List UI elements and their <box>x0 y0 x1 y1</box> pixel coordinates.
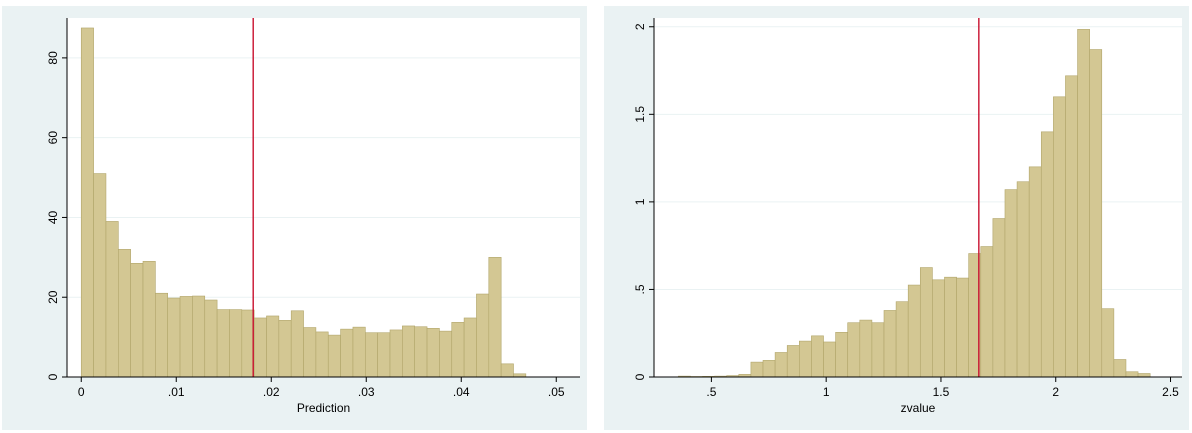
bar-10 <box>799 340 812 378</box>
bar-16 <box>278 320 292 378</box>
x-tick-label-3: .03 <box>358 385 375 399</box>
bar-15 <box>266 315 280 378</box>
bar-32 <box>476 293 490 378</box>
bar-21 <box>340 328 354 378</box>
bar-9 <box>786 345 800 378</box>
x-tick-label-2: .02 <box>263 385 280 399</box>
bar-14 <box>847 322 861 378</box>
bar-14 <box>253 317 267 378</box>
x-tick-label-0: .5 <box>706 385 716 399</box>
bar-13 <box>241 309 255 378</box>
bar-1 <box>93 173 107 378</box>
bar-30 <box>1040 131 1054 378</box>
bar-27 <box>414 326 428 378</box>
bar-23 <box>364 332 378 378</box>
histogram-prediction: 0 .01 .02 .03 .04 .05 0 20 40 60 80 Prediction <box>46 18 580 415</box>
bar-7 <box>762 360 776 378</box>
y-tick-label-2: 40 <box>46 210 60 224</box>
bar-36 <box>1113 359 1127 378</box>
bar-34 <box>500 363 514 378</box>
bar-26 <box>992 218 1006 378</box>
bar-15 <box>859 319 873 378</box>
x-tick-label-4: 2.5 <box>1162 385 1179 399</box>
histogram-zvalue-panel: .5 1 1.5 2 2.5 0 .5 1 1.5 2 zvalue <box>604 6 1189 430</box>
bar-18 <box>895 301 909 378</box>
bar-6 <box>155 292 169 378</box>
x-tick-label-3: 2 <box>1052 385 1059 399</box>
bar-25 <box>389 329 403 378</box>
bar-33 <box>488 257 502 378</box>
bar-12 <box>823 341 836 378</box>
bar-17 <box>290 310 304 378</box>
x-tick-label-2: 1.5 <box>933 385 950 399</box>
bar-3 <box>118 249 131 378</box>
y-tick-label-3: 1.5 <box>633 106 647 123</box>
bar-22 <box>944 276 957 378</box>
bar-29 <box>1028 166 1042 378</box>
y-tick-label-0: 0 <box>633 373 647 380</box>
bar-33 <box>1077 29 1090 378</box>
bar-16 <box>871 322 885 378</box>
bar-31 <box>1053 96 1066 378</box>
bar-5 <box>142 261 156 378</box>
x-axis-title: Prediction <box>297 401 350 415</box>
bar-27 <box>1004 189 1018 378</box>
x-tick-label-1: 1 <box>823 385 830 399</box>
x-tick-label-1: .01 <box>168 385 185 399</box>
bar-0 <box>80 27 94 378</box>
x-tick-label-5: .05 <box>548 385 565 399</box>
bar-19 <box>315 331 329 378</box>
bar-24 <box>377 332 391 378</box>
y-tick-label-1: 20 <box>46 290 60 304</box>
x-tick-label-0: 0 <box>78 385 85 399</box>
bar-20 <box>327 334 341 378</box>
bar-6 <box>750 361 764 378</box>
bar-17 <box>883 310 897 378</box>
bar-13 <box>835 332 849 378</box>
y-tick-label-0: 0 <box>46 373 60 380</box>
bar-23 <box>956 277 969 378</box>
histogram-prediction-panel: 0 .01 .02 .03 .04 .05 0 20 40 60 80 Prediction <box>2 6 587 430</box>
bar-4 <box>130 263 144 378</box>
bar-11 <box>811 335 824 378</box>
y-tick-label-3: 60 <box>46 131 60 145</box>
y-tick-label-2: 1 <box>633 198 647 205</box>
bar-22 <box>352 326 366 378</box>
bar-25 <box>980 246 994 378</box>
bar-21 <box>932 279 945 378</box>
bar-28 <box>1016 181 1030 378</box>
bar-30 <box>451 322 465 378</box>
bar-19 <box>907 284 921 378</box>
bar-37 <box>1125 371 1139 378</box>
x-tick-label-4: .04 <box>453 385 470 399</box>
bar-7 <box>167 297 181 378</box>
bar-31 <box>463 317 477 378</box>
bar-11 <box>216 309 230 378</box>
bar-38 <box>1137 373 1151 378</box>
histogram-zvalue: .5 1 1.5 2 2.5 0 .5 1 1.5 2 zvalue <box>633 18 1182 415</box>
bar-2 <box>105 221 119 378</box>
bar-29 <box>439 330 453 378</box>
bar-26 <box>402 325 416 378</box>
bar-32 <box>1065 75 1078 378</box>
bar-18 <box>303 327 317 378</box>
bar-12 <box>229 309 243 378</box>
y-tick-label-1: .5 <box>633 284 647 294</box>
bar-8 <box>774 352 788 378</box>
bar-34 <box>1089 49 1103 378</box>
x-axis-title: zvalue <box>901 401 936 415</box>
y-tick-label-4: 80 <box>46 51 60 65</box>
y-tick-label-4: 2 <box>633 23 647 30</box>
bar-20 <box>919 267 933 378</box>
bar-35 <box>1101 308 1115 378</box>
bar-8 <box>179 296 193 378</box>
bar-10 <box>204 299 218 378</box>
bar-9 <box>192 295 206 378</box>
bar-28 <box>426 328 440 378</box>
